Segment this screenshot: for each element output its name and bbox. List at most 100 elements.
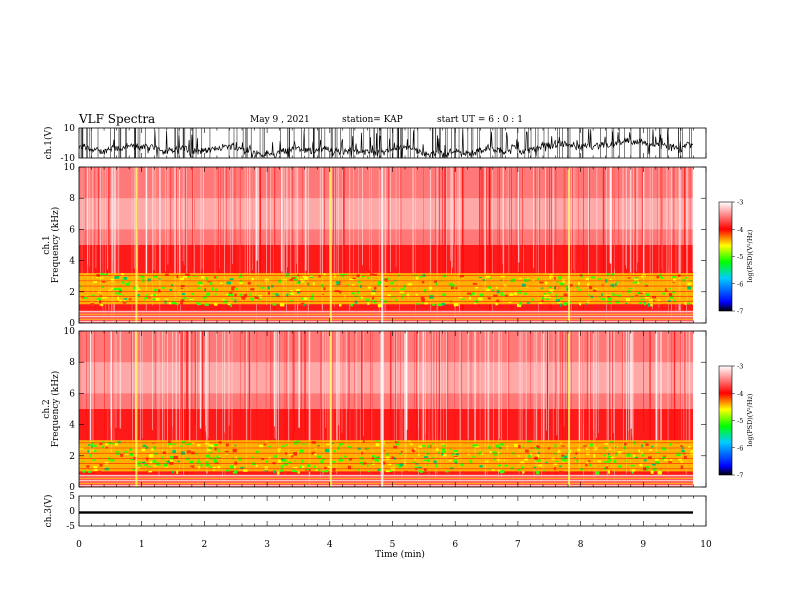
ch1-waveform-trace [79, 128, 693, 158]
spectrum-streak [296, 167, 297, 264]
spectrum-streak [596, 331, 597, 438]
spectrum-band-cell [114, 292, 119, 295]
spectrum-streak [104, 331, 105, 468]
spectrum-streak [680, 167, 681, 317]
spectrum-band-cell [652, 295, 656, 299]
spectrum-band-cell [201, 276, 205, 279]
spectrum-streak [153, 167, 155, 270]
spectrum-streak [279, 331, 280, 458]
spectrum-band-cell [645, 297, 650, 299]
spectrum-band-cell [206, 277, 209, 281]
spectrum-streak [321, 167, 323, 310]
spectrum-streak [304, 167, 306, 291]
spectrum-band-cell [367, 299, 370, 302]
spectrum-band-cell [588, 459, 591, 463]
spectrum-band-cell [514, 292, 517, 295]
spectrum-band-cell [358, 296, 364, 299]
spectrum-band-cell [395, 443, 400, 446]
spectrum-band-cell [528, 454, 531, 459]
spectrum-band-cell [251, 456, 254, 459]
spectrum-streak [556, 331, 558, 436]
spectrum-streak [649, 167, 651, 297]
spectrum-streak [481, 167, 482, 305]
spectrum-band-cell [210, 466, 213, 469]
spectrum-streak [175, 331, 178, 455]
spectrum-band-cell [673, 299, 676, 302]
spectrum-band-cell [313, 453, 317, 456]
spectrum-streak [304, 331, 306, 438]
spectrum-band-cell [539, 302, 543, 304]
time-axis-tick-labels: 0 1 2 3 4 5 6 7 8 9 10 [76, 540, 712, 550]
spectrum-band-cell [625, 302, 628, 304]
spectrum-band-cell [118, 299, 123, 303]
spectrum-band-cell [226, 294, 229, 296]
spectrum-band-cell [164, 300, 167, 304]
spectrum-streak [435, 331, 437, 440]
spectrum-band-cell [295, 471, 298, 473]
spectrum-streak [606, 167, 607, 320]
spectrum-band-cell [612, 286, 615, 288]
spectrum-band-cell [152, 459, 157, 463]
spectrum-band-cell [400, 450, 403, 453]
spectrum-band-cell [488, 277, 493, 279]
spectrum-band-cell [504, 464, 508, 467]
spectrum-streak [286, 331, 287, 451]
spectrum-band-cell [503, 459, 506, 462]
spectrum-band-cell [308, 468, 311, 472]
spectrum-streak [89, 331, 92, 455]
spectrum-white-band [79, 198, 693, 230]
spectrum-band-cell [302, 275, 307, 278]
spectrum-band-cell [361, 464, 364, 466]
spectrum-band-cell [518, 278, 523, 280]
spectrum-band-cell [613, 459, 617, 464]
spectrum-band-cell [669, 295, 674, 299]
spectrum-band-cell [408, 440, 411, 443]
spectrum-streak [502, 167, 503, 264]
spectrum-band-cell [291, 277, 296, 280]
spectrum-band-cell [643, 301, 646, 304]
spectrum-band-cell [79, 285, 82, 288]
spectrum-streak [388, 167, 390, 320]
spectrum-band-cell [623, 445, 627, 449]
spectrum-streak [342, 331, 344, 458]
spectrum-streak [170, 167, 172, 267]
spectrum-band-cell [374, 460, 380, 462]
spectrum-band-cell [265, 460, 269, 464]
spectrum-band-cell [349, 278, 354, 281]
spectrum-band-cell [605, 466, 609, 469]
colorbar-tick-label: -4 [737, 226, 743, 234]
spectrum-band-cell [91, 442, 94, 446]
spectrum-band-cell [302, 297, 305, 300]
spectrum-streak [674, 331, 675, 451]
spectrum-band-cell [197, 444, 201, 447]
spectrum-streak [187, 331, 189, 482]
spectrum-band-cell [273, 470, 276, 474]
spectrum-band-cell [510, 467, 514, 470]
spectrum-streak [223, 167, 225, 263]
spectrum-band-cell [558, 465, 562, 468]
spectrum-streak [525, 331, 527, 461]
spectrum-band-cell [524, 292, 527, 296]
spectrum-band-cell [631, 468, 636, 472]
spectrum-band-cell [101, 304, 104, 307]
spectrum-band-cell [300, 442, 303, 445]
spectrum-band-cell [634, 278, 639, 281]
spectrum-streak [418, 331, 419, 429]
spectrum-streak [632, 331, 634, 448]
spectrum-band-cell [432, 304, 436, 306]
colorbar-tick-label: -3 [737, 199, 743, 207]
time-tick-label: 2 [202, 540, 208, 550]
spectrum-band-cell [231, 287, 235, 291]
spectrum-band-cell [315, 469, 318, 472]
spectrum-streak [631, 331, 633, 436]
spectrum-band-cell [82, 460, 85, 463]
ch3-waveform-panel: 5 0 -5 ch.3(V) [43, 492, 707, 532]
spectrum-band-cell [110, 288, 114, 290]
spectrum-band-cell [198, 281, 203, 285]
spectrum-band-cell [114, 288, 118, 290]
spectrum-streak [353, 167, 354, 274]
spectrum-streak [680, 167, 682, 272]
spectrum-band-cell [541, 287, 544, 289]
spectrum-band-cell [509, 293, 514, 296]
spectrum-streak [380, 331, 382, 459]
